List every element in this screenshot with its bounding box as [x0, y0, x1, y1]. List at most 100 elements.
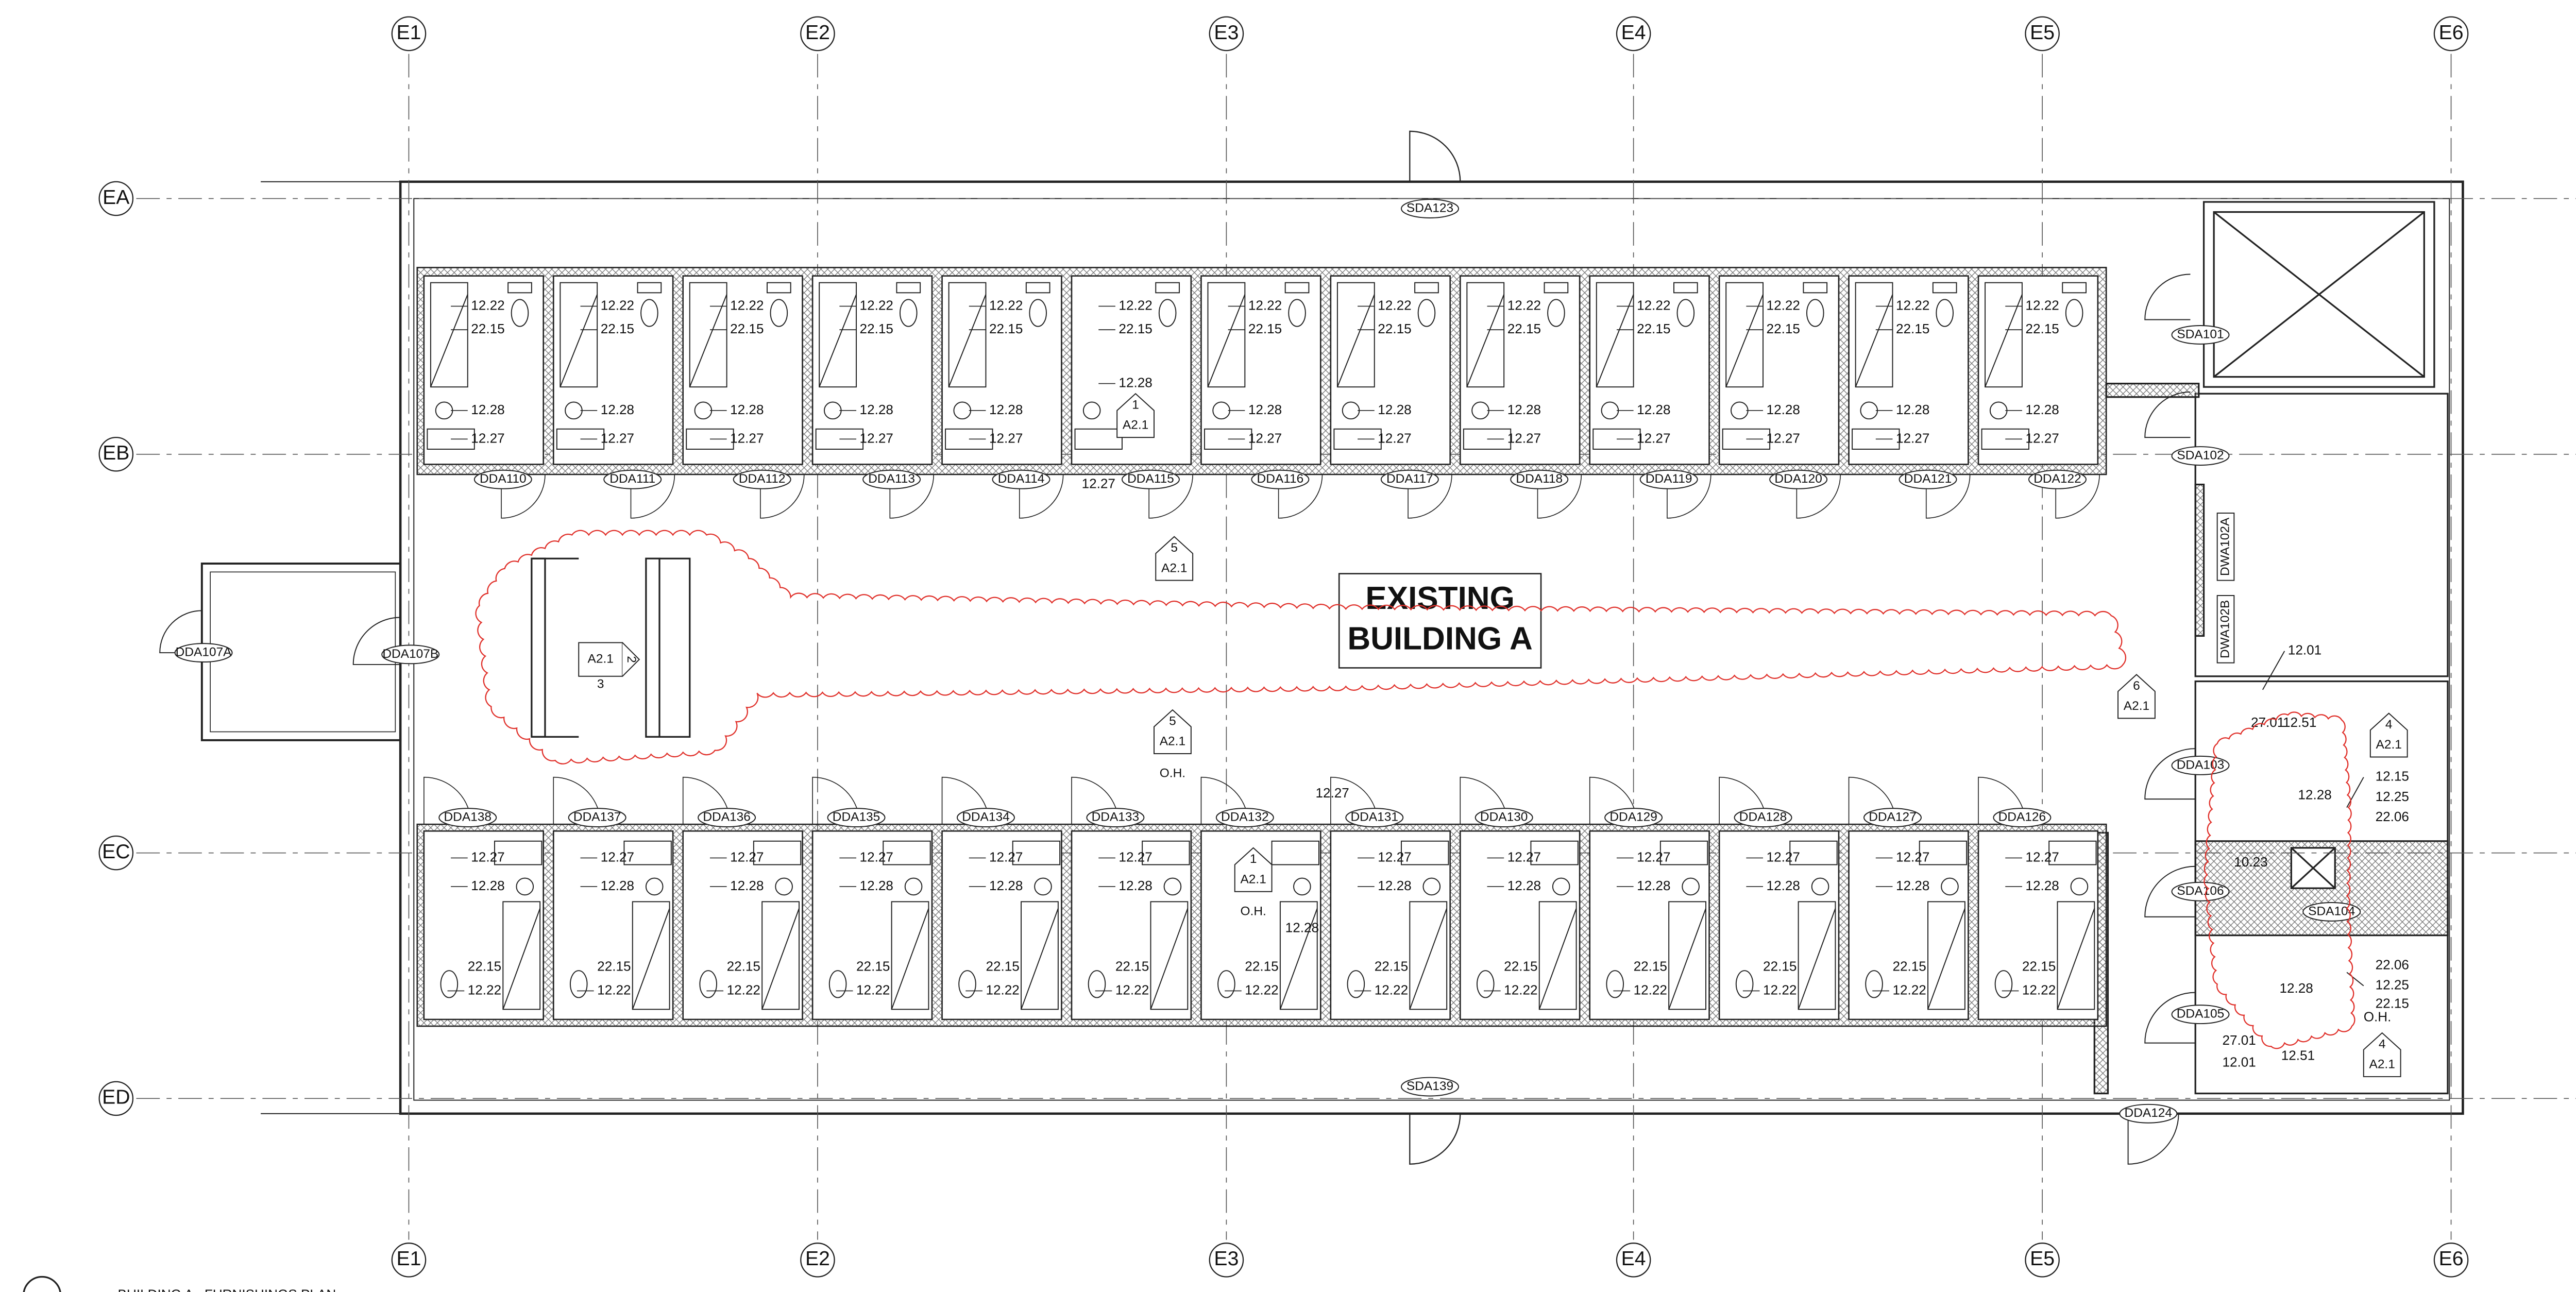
keynote: 12.28 [1767, 878, 1800, 893]
line [2263, 651, 2284, 690]
door-tag: DDA116 [1257, 472, 1304, 486]
door-tag: DDA115 [1127, 472, 1174, 486]
keynote: 10.23 [2234, 854, 2267, 870]
door-tag: DDA113 [868, 472, 915, 486]
keynote: 12.28 [601, 402, 634, 417]
keynote: 12.27 [730, 430, 764, 446]
keynote: 12.22 [1118, 297, 1152, 313]
keynote: 22.15 [1378, 321, 1411, 336]
marker-num: 4 [2379, 1037, 2386, 1051]
grid-label: E6 [2439, 22, 2464, 44]
door-tag: DDA130 [1480, 810, 1528, 824]
keynote: 12.28 [1378, 878, 1411, 893]
door-tag: SDA139 [1406, 1079, 1453, 1093]
grid-label: ED [102, 1086, 130, 1109]
keynote: 12.28 [1637, 402, 1670, 417]
door-tag: DDA110 [480, 472, 527, 486]
keynote: 12.27 [1118, 849, 1152, 864]
marker-ref: A2.1 [588, 652, 614, 666]
keynote: 12.28 [989, 402, 1023, 417]
keynote: 12.28 [601, 878, 634, 893]
keynote: 12.27 [471, 430, 504, 446]
grid-label: E5 [2030, 1248, 2055, 1270]
keynote: 22.15 [1248, 321, 1282, 336]
keynote: 12.28 [1896, 402, 1929, 417]
keynote: 12.25 [2376, 789, 2409, 804]
keynote: 12.28 [471, 878, 504, 893]
door-tag: DDA112 [739, 472, 786, 486]
keynote: 12.28 [1378, 402, 1411, 417]
building-title: BUILDING A [1347, 621, 1533, 657]
keynote: 12.27 [1896, 849, 1929, 864]
marker-ref: A2.1 [1161, 561, 1187, 575]
keynote: 12.01 [2222, 1055, 2256, 1070]
keynote: 12.15 [2376, 769, 2409, 784]
keynote: 12.27 [1507, 849, 1541, 864]
keynote: 12.28 [860, 402, 893, 417]
grid-label: EC [102, 841, 130, 863]
keynote: 12.25 [2376, 977, 2409, 992]
keynote: 12.28 [989, 878, 1023, 893]
floor-plan: BUILDING A - FURNISHINGS PLAN EXISTING B… [0, 0, 2576, 1292]
keynote: 22.15 [1504, 959, 1537, 974]
keynote: 12.22 [1115, 982, 1149, 997]
grid-label: E4 [1621, 22, 1646, 44]
door-tag: DDA126 [1998, 810, 2046, 824]
door-tag: DDA105 [2177, 1007, 2225, 1021]
marker-num: 4 [2385, 718, 2393, 732]
keynote: 12.22 [986, 982, 1019, 997]
keynote: 12.22 [1504, 982, 1537, 997]
marker-ref: A2.1 [2369, 1058, 2395, 1072]
marker-ref: A2.1 [1160, 735, 1185, 749]
keynote: 12.27 [989, 849, 1023, 864]
keynote: 27.01 [2251, 715, 2284, 730]
keynote: 22.15 [1118, 321, 1152, 336]
door-tag: DDA111 [609, 472, 655, 486]
keynote: 12.22 [856, 982, 890, 997]
keynote: 12.27 [730, 849, 764, 864]
keynote: 12.27 [1637, 430, 1670, 446]
door-tag: SDA101 [2177, 327, 2224, 341]
keynote: 12.22 [860, 297, 893, 313]
door-tag: DDA131 [1351, 810, 1399, 824]
door-tag: DDA135 [833, 810, 880, 824]
keynote: 22.15 [2022, 959, 2056, 974]
door-tag: SDA102 [2177, 448, 2224, 462]
keynote: 12.22 [1248, 297, 1282, 313]
keynote: 12.28 [2025, 402, 2059, 417]
keynote: 22.15 [856, 959, 890, 974]
keynote: 12.27 [471, 849, 504, 864]
keynote: 22.06 [2376, 957, 2409, 972]
keynote: 12.28 [1507, 402, 1541, 417]
keynote: 12.28 [1285, 920, 1319, 935]
keynote: 12.22 [1634, 982, 1667, 997]
keynote: 22.15 [1763, 959, 1797, 974]
keynote: 22.15 [730, 321, 764, 336]
keynote: 12.22 [1507, 297, 1541, 313]
keynote: 12.28 [1637, 878, 1670, 893]
keynote: 12.27 [1507, 430, 1541, 446]
keynote: 22.15 [1507, 321, 1541, 336]
keynote: 12.51 [2283, 715, 2316, 730]
door-tag: DDA118 [1516, 472, 1563, 486]
keynote: 12.22 [2025, 297, 2059, 313]
door-tag: DDA134 [962, 810, 1010, 824]
keynote: 12.22 [471, 297, 504, 313]
marker-ref: A2.1 [2124, 699, 2149, 713]
marker-num: 1 [1132, 398, 1139, 412]
keynote: 12.27 [2025, 430, 2059, 446]
marker-num: 2 [624, 656, 638, 663]
marker-ref: A2.1 [2376, 738, 2402, 752]
keynote: 12.22 [1375, 982, 1408, 997]
door-tag: DDA137 [573, 810, 621, 824]
grid-label: E1 [397, 22, 421, 44]
keynote: 27.01 [2222, 1032, 2256, 1048]
keynote: 12.27 [601, 430, 634, 446]
keynote: 12.27 [1767, 430, 1800, 446]
door-tag: SDA123 [1406, 201, 1453, 215]
door-tag: DDA103 [2177, 758, 2225, 772]
keynote: 12.22 [1767, 297, 1800, 313]
keynote: 22.15 [727, 959, 760, 974]
keynote: 12.28 [730, 878, 764, 893]
door-tag: DDA129 [1609, 810, 1657, 824]
